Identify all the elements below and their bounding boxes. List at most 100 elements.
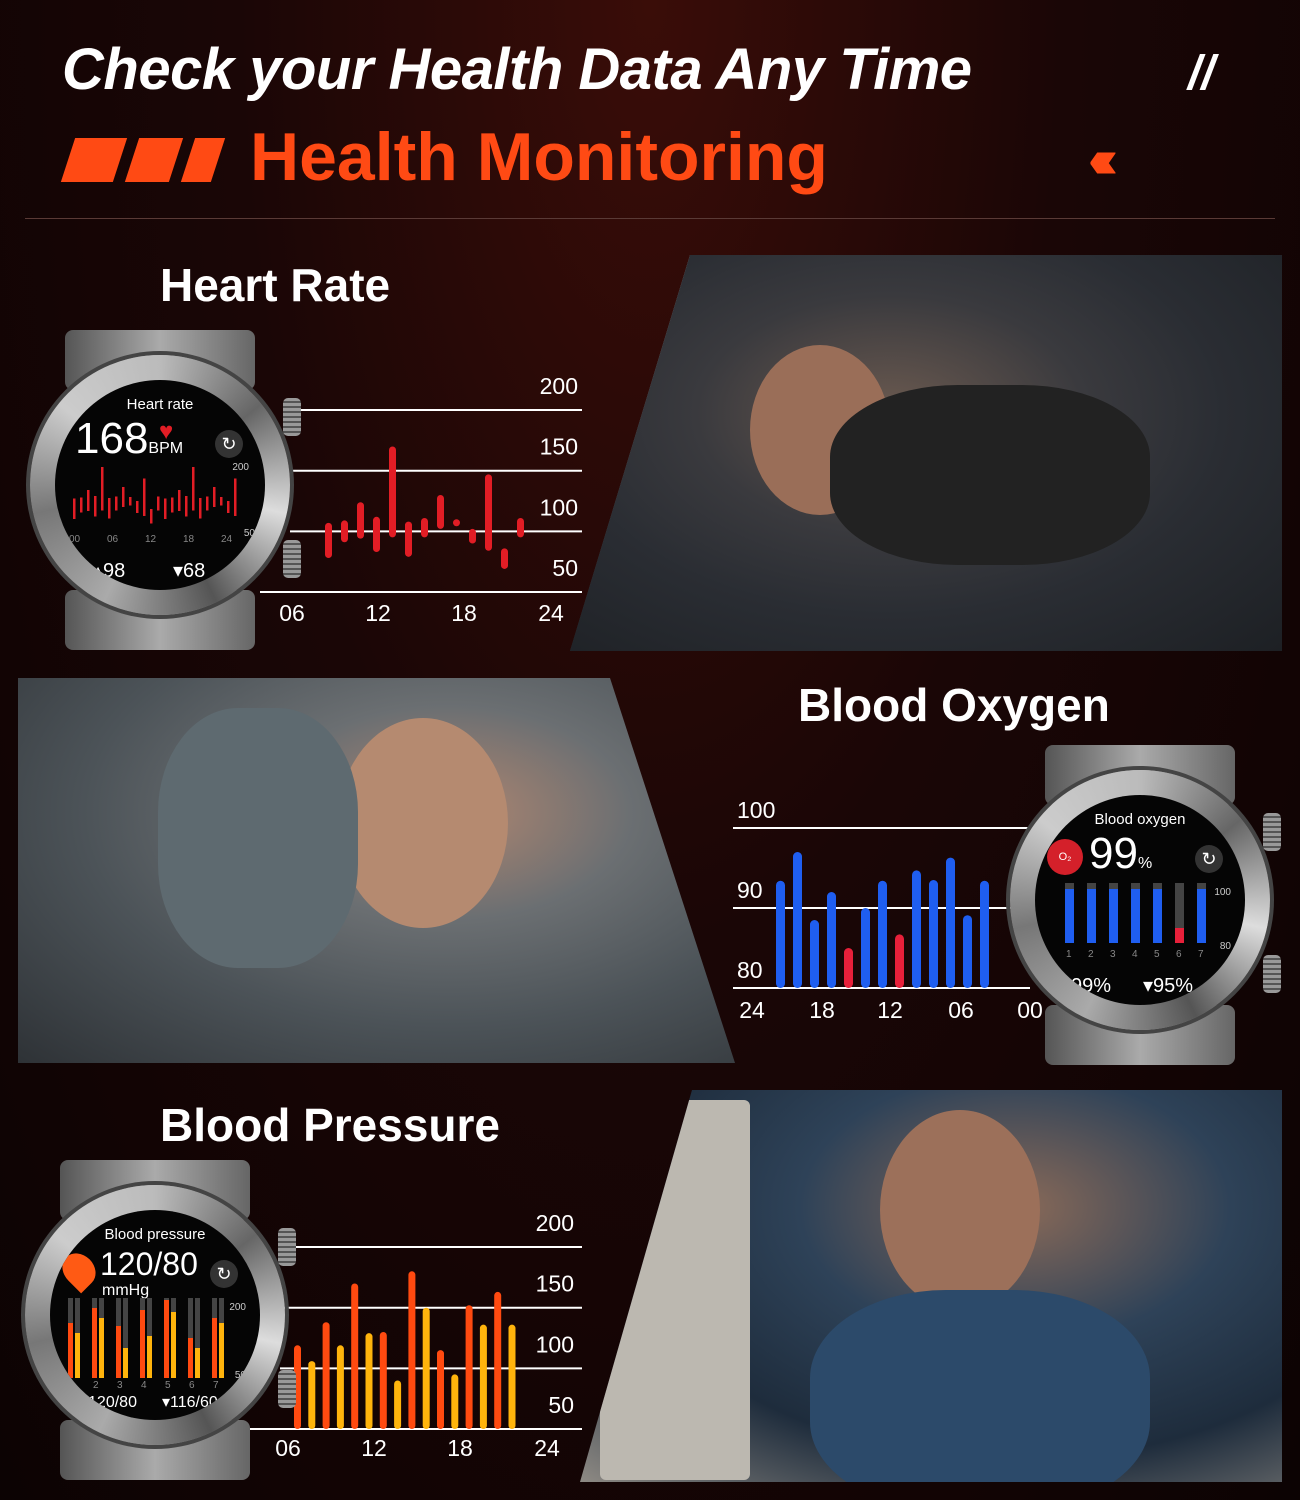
mini-bar [171, 1312, 176, 1378]
mini-bar [92, 1308, 97, 1378]
mini-x-label: 1 [1066, 949, 1072, 960]
watch-screen: Blood oxygen O₂ 99% ↻ 100 80 1 2 3 4 5 6 7 ▴99… [1035, 795, 1245, 1005]
axis-label: 200 [232, 462, 249, 473]
hr-bar [501, 548, 508, 569]
bp-systolic-bar [494, 1291, 502, 1429]
refresh-icon[interactable]: ↻ [215, 430, 243, 458]
axis-label: 200 [229, 1302, 246, 1313]
mini-x-label: 4 [1132, 949, 1138, 960]
watch-blood-oxygen: Blood oxygen O₂ 99% ↻ 100 80 1 2 3 4 5 6 7 ▴99… [995, 745, 1285, 1065]
bp-diastolic-bar [394, 1380, 402, 1429]
mini-x-label: 6 [189, 1380, 195, 1388]
y-tick-label: 150 [536, 1271, 574, 1297]
bp-systolic-bar [379, 1331, 387, 1429]
spo2-bar [912, 870, 921, 988]
mini-bar [213, 487, 216, 507]
axis-label: 100 [1214, 887, 1231, 898]
mini-chart: 1 2 3 4 5 6 7 [1065, 883, 1206, 960]
bp-diastolic-bar [479, 1324, 487, 1429]
screen-title: Blood oxygen [1094, 811, 1186, 828]
mini-x-label: 3 [117, 1380, 123, 1388]
min-value: ▾68 [173, 560, 206, 582]
mini-bar [101, 467, 104, 511]
spo2-bar [895, 934, 904, 988]
hr-bar [325, 522, 332, 559]
x-tick-label: 24 [739, 997, 765, 1023]
mini-bar [171, 497, 174, 513]
mini-bar [150, 509, 153, 524]
y-tick-label: 200 [536, 1210, 574, 1236]
mini-bar [1131, 889, 1140, 943]
x-tick-label: 18 [451, 600, 477, 626]
y-tick-label: 90 [737, 877, 763, 903]
mini-bar [123, 1348, 128, 1378]
mini-x-label: 2 [93, 1380, 99, 1388]
mini-bar [115, 496, 118, 511]
mini-bar [143, 478, 146, 516]
spo2-bar [844, 948, 853, 988]
mini-bar [157, 496, 160, 511]
bp-diastolic-bar [308, 1361, 316, 1429]
mini-bar [178, 490, 181, 511]
hr-bar [421, 518, 428, 538]
refresh-icon[interactable]: ↻ [210, 1260, 238, 1288]
mini-x-label: 6 [1176, 949, 1182, 960]
mini-x-label: 24 [221, 534, 233, 545]
mini-bar [94, 496, 97, 517]
spo2-bar [810, 920, 819, 988]
hr-bar [341, 520, 348, 543]
mini-bar [73, 498, 76, 519]
refresh-icon[interactable]: ↻ [1195, 845, 1223, 873]
mini-bar [195, 1348, 200, 1378]
mini-x-label: 7 [213, 1380, 219, 1388]
mini-bar [1153, 889, 1162, 943]
watch-screen: Blood pressure 120/80 mmHg ↻ 200 50 1 2 3 4… [50, 1210, 260, 1420]
mini-bar [87, 490, 90, 511]
mini-x-label: 00 [69, 534, 81, 545]
mini-x-label: 3 [1110, 949, 1116, 960]
x-tick-label: 06 [948, 997, 974, 1023]
photo-man-pushup [570, 255, 1282, 651]
mini-bar [80, 497, 83, 513]
x-tick-label: 18 [447, 1435, 473, 1461]
bp-systolic-bar [294, 1345, 301, 1429]
x-tick-label: 24 [538, 600, 564, 626]
mini-bar [140, 1310, 145, 1378]
bp-diastolic-bar [422, 1307, 430, 1429]
mini-bar [1109, 889, 1118, 943]
mini-bar [164, 498, 167, 519]
y-tick-label: 100 [540, 494, 578, 520]
mini-x-label: 12 [145, 534, 157, 545]
x-tick-label: 12 [365, 600, 391, 626]
axis-label: 50 [234, 1370, 246, 1381]
hr-bar [373, 516, 380, 552]
mini-bar [199, 498, 202, 519]
mini-bar [99, 1318, 104, 1378]
hr-bar [517, 518, 524, 538]
bp-value: 120/80 [100, 1246, 198, 1282]
mini-bar [234, 478, 237, 516]
mini-bar [220, 497, 223, 506]
watch-heart-rate: Heart rate 168BPM ♥ ↻ 200 50 00 06 12 18 24 … [15, 330, 305, 650]
x-tick-label: 00 [1017, 997, 1043, 1023]
bp-diastolic-bar [508, 1324, 516, 1429]
mini-chart: 1 2 3 4 5 6 7 [68, 1298, 224, 1388]
hr-bar [437, 494, 444, 529]
bp-systolic-bar [322, 1322, 330, 1429]
min-value: ▾95% [1143, 975, 1194, 997]
mini-bar [108, 498, 111, 519]
min-value: ▾116/60 [162, 1394, 218, 1411]
x-tick-label: 18 [809, 997, 835, 1023]
mini-bar [164, 1300, 169, 1378]
headline: Check your Health Data Any Time [62, 37, 972, 102]
spo2-bar [776, 880, 785, 988]
spo2-bar [861, 908, 870, 988]
heading-blood-oxygen: Blood Oxygen [798, 679, 1110, 731]
spo2-bar [963, 915, 972, 988]
max-value: ▴99% [1061, 975, 1112, 997]
mini-bar [1197, 889, 1206, 943]
mini-bar [227, 501, 230, 513]
mini-x-label: 18 [183, 534, 195, 545]
x-tick-label: 24 [534, 1435, 560, 1461]
